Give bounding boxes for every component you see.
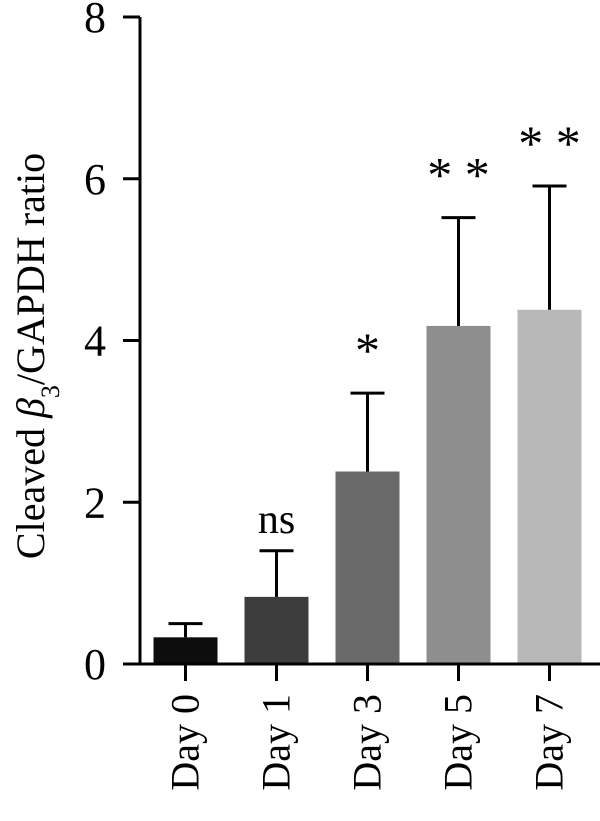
bars xyxy=(153,309,582,664)
bar xyxy=(517,309,582,664)
y-axis-label-prefix: Cleaved xyxy=(8,418,53,559)
y-axis-label-symbol: β xyxy=(8,398,53,419)
svg-text:Cleaved β3/GAPDH ratio: Cleaved β3/GAPDH ratio xyxy=(8,153,65,559)
bar xyxy=(426,325,491,664)
x-tick-label: Day 3 xyxy=(345,694,390,791)
y-axis-ticks: 0 2 4 6 8 xyxy=(84,0,140,689)
y-tick-label: 0 xyxy=(84,640,106,689)
bar xyxy=(335,471,400,664)
y-tick-label: 8 xyxy=(84,0,106,42)
y-axis-label: Cleaved β3/GAPDH ratio xyxy=(8,153,65,559)
y-tick-label: 4 xyxy=(84,317,106,366)
x-tick-label: Day 1 xyxy=(254,694,299,791)
significance-markers: ns * * * * * xyxy=(258,115,581,543)
bar xyxy=(244,596,309,664)
error-bars xyxy=(168,184,567,638)
y-tick-label: 6 xyxy=(84,155,106,204)
significance-label: * * xyxy=(518,115,581,171)
y-axis-label-suffix: /GAPDH ratio xyxy=(8,153,53,385)
axes xyxy=(138,17,600,666)
bar xyxy=(153,637,218,664)
y-tick-label: 2 xyxy=(84,478,106,527)
significance-label: * xyxy=(355,322,380,378)
x-tick-label: Day 5 xyxy=(436,694,481,791)
x-tick-label: Day 0 xyxy=(163,694,208,791)
x-axis-ticks: Day 0 Day 1 Day 3 Day 5 Day 7 xyxy=(163,664,572,791)
y-axis-label-subscript: 3 xyxy=(36,385,65,398)
significance-label: * * xyxy=(427,147,490,203)
significance-label: ns xyxy=(258,497,295,543)
x-tick-label: Day 7 xyxy=(527,694,572,791)
